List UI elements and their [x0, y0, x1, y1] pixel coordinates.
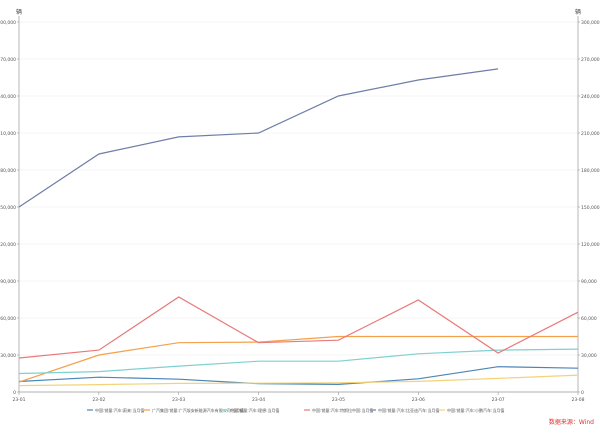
series-line	[18, 374, 579, 387]
legend-item: 广汽集团:销量:广汽埃安新能源汽车有限公司:当月值	[144, 407, 244, 413]
y-tick-label-left: 150,000	[0, 205, 16, 211]
x-tick-label: 23-05	[332, 397, 345, 403]
legend-item: 中国:销量:汽车:蔚来:当月值	[87, 407, 144, 413]
x-tick-label: 23-03	[172, 397, 185, 403]
legend-item: 中国:销量:汽车:理想:当月值	[222, 407, 279, 413]
y-tick-label-left: 180,000	[0, 168, 16, 174]
y-tick-label-left: 120,000	[0, 242, 16, 248]
x-tick-label: 23-01	[12, 397, 25, 403]
axes: 0 0 30,000 30,000 60,000 60,000 90,000 90,000 12…	[0, 16, 600, 403]
legend-item: 中国:销量:汽车:特斯拉中国:当月值	[304, 407, 373, 413]
y-tick-label-left: 90,000	[0, 279, 16, 285]
y-tick-label-left: 240,000	[0, 94, 16, 100]
x-tick-label: 23-07	[492, 397, 505, 403]
y-tick-label-left: 30,000	[0, 353, 16, 359]
series-lines	[18, 68, 579, 387]
legend-label: 中国:销量:汽车:比亚迪汽车:当月值	[378, 407, 439, 413]
legend-label: 中国:销量:汽车:理想:当月值	[230, 407, 279, 413]
series-line	[18, 296, 579, 359]
series-line	[18, 366, 579, 386]
legend-label: 中国:销量:汽车:蔚来:当月值	[95, 407, 144, 413]
y-tick-label-right: 300,000	[581, 20, 600, 26]
y-tick-label-right: 120,000	[581, 242, 600, 248]
y-tick-label-right: 270,000	[581, 57, 600, 63]
grid	[19, 21, 578, 356]
y-tick-label-right: 30,000	[581, 353, 597, 359]
unit-right: 辆	[575, 8, 581, 16]
legend: 中国:销量:汽车:蔚来:当月值 广汽集团:销量:广汽埃安新能源汽车有限公司:当月值…	[87, 407, 504, 413]
legend-item: 中国:销量:汽车:比亚迪汽车:当月值	[370, 407, 439, 413]
y-tick-label-left: 0	[13, 390, 16, 396]
y-tick-label-right: 150,000	[581, 205, 600, 211]
y-tick-label-right: 0	[581, 390, 584, 396]
y-tick-label-right: 210,000	[581, 131, 600, 137]
y-tick-label-left: 270,000	[0, 57, 16, 63]
series-line	[18, 335, 578, 383]
y-tick-label-right: 240,000	[581, 94, 600, 100]
source-note: 数据来源：Wind	[549, 418, 594, 426]
x-tick-label: 23-06	[412, 397, 425, 403]
legend-item: 中国:销量:汽车:小鹏汽车:当月值	[439, 407, 504, 413]
y-tick-label-left: 60,000	[0, 316, 16, 322]
x-tick-label: 23-02	[92, 397, 105, 403]
y-tick-label-right: 60,000	[581, 316, 597, 322]
x-tick-label: 23-04	[252, 397, 265, 403]
legend-label: 广汽集团:销量:广汽埃安新能源汽车有限公司:当月值	[152, 407, 244, 413]
series-line	[18, 68, 499, 208]
series-line	[18, 348, 579, 375]
y-tick-label-right: 180,000	[581, 168, 600, 174]
legend-label: 中国:销量:汽车:特斯拉中国:当月值	[312, 407, 373, 413]
y-tick-label-right: 90,000	[581, 279, 597, 285]
unit-left: 辆	[16, 8, 22, 16]
y-tick-label-left: 210,000	[0, 131, 16, 137]
legend-label: 中国:销量:汽车:小鹏汽车:当月值	[447, 407, 504, 413]
x-tick-label: 23-08	[571, 397, 584, 403]
y-tick-label-left: 300,000	[0, 20, 16, 26]
